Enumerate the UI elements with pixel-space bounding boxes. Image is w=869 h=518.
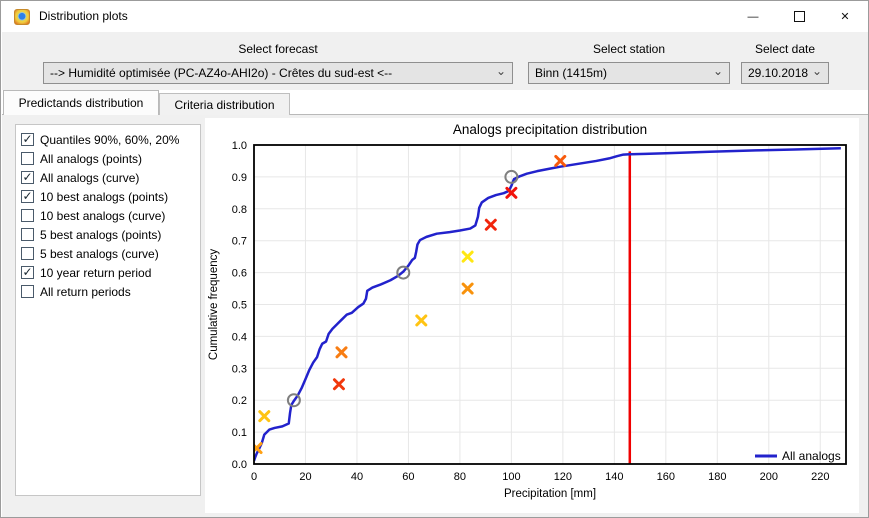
date-combobox[interactable]: 29.10.2018 ⌄ [741,62,829,84]
checkbox-unchecked-icon[interactable] [21,209,34,222]
option-row[interactable]: 10 best analogs (curve) [21,206,200,225]
best-analog-points [254,154,567,455]
tab-criteria-distribution[interactable]: Criteria distribution [159,93,290,115]
svg-text:200: 200 [760,471,778,483]
checkbox-checked-icon[interactable]: ✓ [21,132,34,146]
close-button[interactable]: ✕ [840,11,850,23]
selection-header: Select forecast --> Humidité optimisée (… [2,32,868,90]
analogs-distribution-chart: 0 20 40 60 80 100 120 140 160 180 200 2200.00.10.20… [208,122,847,500]
svg-text:220: 220 [811,471,829,483]
svg-text:1.0: 1.0 [232,140,247,152]
maximize-icon [793,11,805,22]
select-date-label: Select date [754,42,816,56]
svg-text:0.4: 0.4 [232,331,247,343]
app-icon [14,9,30,25]
svg-text:60: 60 [402,471,414,483]
svg-text:0.5: 0.5 [232,300,247,312]
chevron-down-icon: ⌄ [811,64,822,78]
svg-text:0.3: 0.3 [232,363,247,375]
tab-predictands-distribution[interactable]: Predictands distribution [3,90,159,115]
checkbox-checked-icon[interactable]: ✓ [21,265,34,279]
plot-options-panel: ✓ Quantiles 90%, 60%, 20% All analogs (poi… [15,124,201,496]
y-axis-tick-labels: 0.0 0.1 0.2 0.3 0.4 0.5 0.6 0.7 0.8 0.9 1.0 [232,140,247,471]
station-combobox-value: Binn (1415m) [535,66,608,80]
date-combobox-value: 29.10.2018 [748,66,809,80]
quantile-points [286,169,519,408]
option-label: 10 year return period [40,265,152,280]
svg-text:120: 120 [554,471,572,483]
option-row[interactable]: ✓ All analogs (curve) [21,168,200,187]
legend-label: All analogs [782,449,841,463]
svg-text:100: 100 [502,471,520,483]
chart-gridlines [254,144,846,464]
svg-text:140: 140 [605,471,623,483]
plot-border [253,144,847,465]
checkbox-unchecked-icon[interactable] [21,152,34,165]
svg-text:160: 160 [657,471,675,483]
svg-text:20: 20 [299,471,311,483]
chart-legend: All analogs [755,449,841,463]
svg-text:180: 180 [708,471,726,483]
option-label: 5 best analogs (curve) [40,246,159,261]
checkbox-unchecked-icon[interactable] [21,285,34,298]
svg-text:0.0: 0.0 [232,459,247,471]
y-axis-label: Cumulative frequency [208,249,220,360]
option-row[interactable]: ✓ Quantiles 90%, 60%, 20% [21,130,200,149]
option-label: All return periods [40,284,131,299]
x-axis-tick-labels: 0 20 40 60 80 100 120 140 160 180 200 220 [251,471,830,483]
tab-bar: Predictands distribution Criteria distri… [2,90,868,115]
checkbox-unchecked-icon[interactable] [21,247,34,260]
svg-text:0: 0 [251,471,257,483]
minimize-button[interactable]: — [747,10,759,23]
title-bar: Distribution plots — ✕ [1,1,868,32]
forecast-combobox[interactable]: --> Humidité optimisée (PC-AZ4o-AHI2o) -… [43,62,513,84]
option-row[interactable]: All analogs (points) [21,149,200,168]
station-combobox[interactable]: Binn (1415m) ⌄ [528,62,730,84]
all-analogs-curve [254,146,841,462]
svg-text:0.1: 0.1 [232,427,247,439]
svg-text:0.7: 0.7 [232,236,247,248]
option-label: All analogs (curve) [40,170,140,185]
option-row[interactable]: All return periods [21,282,200,301]
svg-text:40: 40 [351,471,363,483]
checkbox-unchecked-icon[interactable] [21,228,34,241]
option-label: Quantiles 90%, 60%, 20% [40,132,180,147]
chart-title: Analogs precipitation distribution [453,122,647,137]
option-row[interactable]: 5 best analogs (points) [21,225,200,244]
maximize-button[interactable] [776,1,822,32]
checkbox-checked-icon[interactable]: ✓ [21,189,34,203]
checkbox-checked-icon[interactable]: ✓ [21,170,34,184]
option-label: 10 best analogs (curve) [40,208,166,223]
chevron-down-icon: ⌄ [495,64,506,78]
chart-panel: 0 20 40 60 80 100 120 140 160 180 200 220 0.0 0.1 0.2 0… [205,118,859,513]
select-station-label: Select station [592,42,666,56]
select-forecast-label: Select forecast [238,42,318,56]
option-row[interactable]: ✓ 10 year return period [21,263,200,282]
option-row[interactable]: 5 best analogs (curve) [21,244,200,263]
option-row[interactable]: ✓ 10 best analogs (points) [21,187,200,206]
x-axis-label: Precipitation [mm] [504,488,596,500]
caption-buttons: — ✕ [730,1,868,32]
option-label: 10 best analogs (points) [40,189,169,204]
option-label: All analogs (points) [40,151,143,166]
window-title: Distribution plots [39,9,128,23]
forecast-combobox-value: --> Humidité optimisée (PC-AZ4o-AHI2o) -… [50,66,393,80]
options-list: ✓ Quantiles 90%, 60%, 20% All analogs (poi… [21,130,200,301]
svg-text:80: 80 [454,471,466,483]
svg-text:0.6: 0.6 [232,268,247,280]
svg-text:0.2: 0.2 [232,395,247,407]
svg-text:0.9: 0.9 [232,172,247,184]
chevron-down-icon: ⌄ [712,64,723,78]
option-label: 5 best analogs (points) [40,227,162,242]
tab-page: ✓ Quantiles 90%, 60%, 20% All analogs (poi… [2,114,868,517]
svg-text:0.8: 0.8 [232,204,247,216]
